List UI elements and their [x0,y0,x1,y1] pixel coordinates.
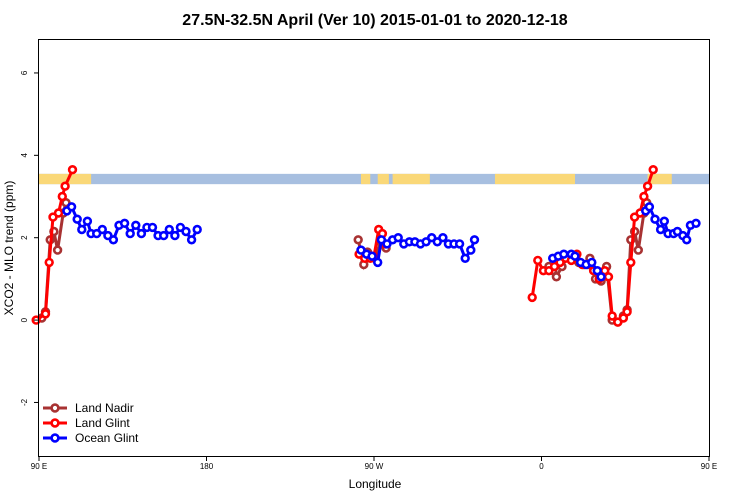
series-line-land-glint [35,169,74,322]
legend-swatch-marker [50,433,60,443]
data-point-land-glint [639,191,649,202]
data-point-ocean-glint [559,249,569,259]
data-point-ocean-glint [164,224,175,235]
x-axis-label: Longitude [349,477,402,491]
legend-swatch-marker [50,403,60,413]
x-tick-label: 0 [539,462,544,471]
legend-swatch-marker [50,418,60,428]
legend-item-land-nadir: Land Nadir [43,401,134,415]
legend-label: Land Nadir [75,401,134,415]
data-point-ocean-glint [596,272,606,282]
data-point-ocean-glint [159,230,169,241]
data-point-ocean-glint [454,239,465,249]
x-tick-label: 90 E [31,462,47,471]
data-point-ocean-glint [460,253,470,263]
data-point-ocean-glint [570,251,580,261]
land-band-segment [392,173,430,185]
data-point-land-glint [626,257,636,268]
legend-item-ocean-glint: Ocean Glint [43,431,139,445]
data-point-land-glint [527,292,537,303]
data-point-ocean-glint [186,235,197,245]
data-point-land-glint [67,165,78,175]
data-point-ocean-glint [466,245,476,255]
data-point-ocean-glint [119,218,130,229]
data-point-ocean-glint [108,235,119,245]
data-point-land-glint [57,191,67,202]
data-point-ocean-glint [66,202,77,212]
data-point-land-glint [607,311,617,321]
data-point-ocean-glint [131,220,141,231]
series-line-land-glint [530,169,655,325]
data-point-ocean-glint [170,230,180,241]
data-point-land-glint [648,165,658,175]
x-tick-label: 90 W [365,462,384,471]
series-land-glint [31,165,658,327]
chart-title: 27.5N-32.5N April (Ver 10) 2015-01-01 to… [182,12,568,29]
data-point-land-nadir [551,272,562,282]
data-point-land-glint [622,307,632,317]
data-point-ocean-glint [373,257,383,268]
series-ocean-glint [62,202,701,282]
data-point-ocean-glint [469,235,480,245]
data-point-land-nadir [633,245,643,255]
data-point-ocean-glint [393,233,403,243]
data-point-land-glint [533,255,543,266]
data-point-ocean-glint [147,222,158,233]
data-point-ocean-glint [367,251,377,261]
data-point-ocean-glint [136,228,147,239]
series-layer [31,165,701,327]
ocean-band [39,173,709,185]
y-tick-label: 0 [20,317,29,322]
y-tick-label: -2 [20,398,29,406]
land-band-segment [647,173,672,185]
data-point-ocean-glint [691,218,701,229]
y-tick-label: 6 [20,70,29,75]
data-point-ocean-glint [650,214,660,224]
y-axis-label: XCO2 - MLO trend (ppm) [2,181,16,316]
land-ocean-mask-band [39,173,709,185]
data-point-land-nadir [52,245,63,255]
data-point-ocean-glint [681,235,692,245]
legend-label: Ocean Glint [75,431,139,445]
data-point-ocean-glint [438,233,448,243]
x-tick-label: 180 [200,462,214,471]
data-point-land-glint [603,272,614,282]
data-point-ocean-glint [72,214,82,224]
data-point-land-glint [642,181,653,191]
y-axis: -2 0 2 4 6 [20,70,39,406]
data-point-land-glint [40,309,51,319]
data-point-ocean-glint [192,224,202,235]
legend-item-land-glint: Land Glint [43,416,130,430]
y-tick-label: 2 [20,235,29,240]
data-point-land-glint [53,208,64,218]
data-point-land-glint [60,181,70,191]
data-point-land-nadir [353,235,363,245]
data-point-land-glint [44,257,54,268]
land-band-segment [377,173,389,185]
land-band-segment [39,173,92,185]
data-point-ocean-glint [82,216,93,226]
y-tick-label: 4 [20,153,29,158]
data-point-ocean-glint [644,202,655,212]
legend-label: Land Glint [75,416,130,430]
data-point-ocean-glint [659,216,669,226]
data-point-ocean-glint [125,228,135,239]
data-point-ocean-glint [587,257,597,268]
land-band-segment [360,173,371,185]
data-point-ocean-glint [655,224,666,235]
data-point-ocean-glint [77,224,87,235]
x-tick-label: 90 E [701,462,717,471]
land-band-segment [494,173,575,185]
data-point-ocean-glint [181,226,191,237]
data-point-ocean-glint [97,224,108,235]
